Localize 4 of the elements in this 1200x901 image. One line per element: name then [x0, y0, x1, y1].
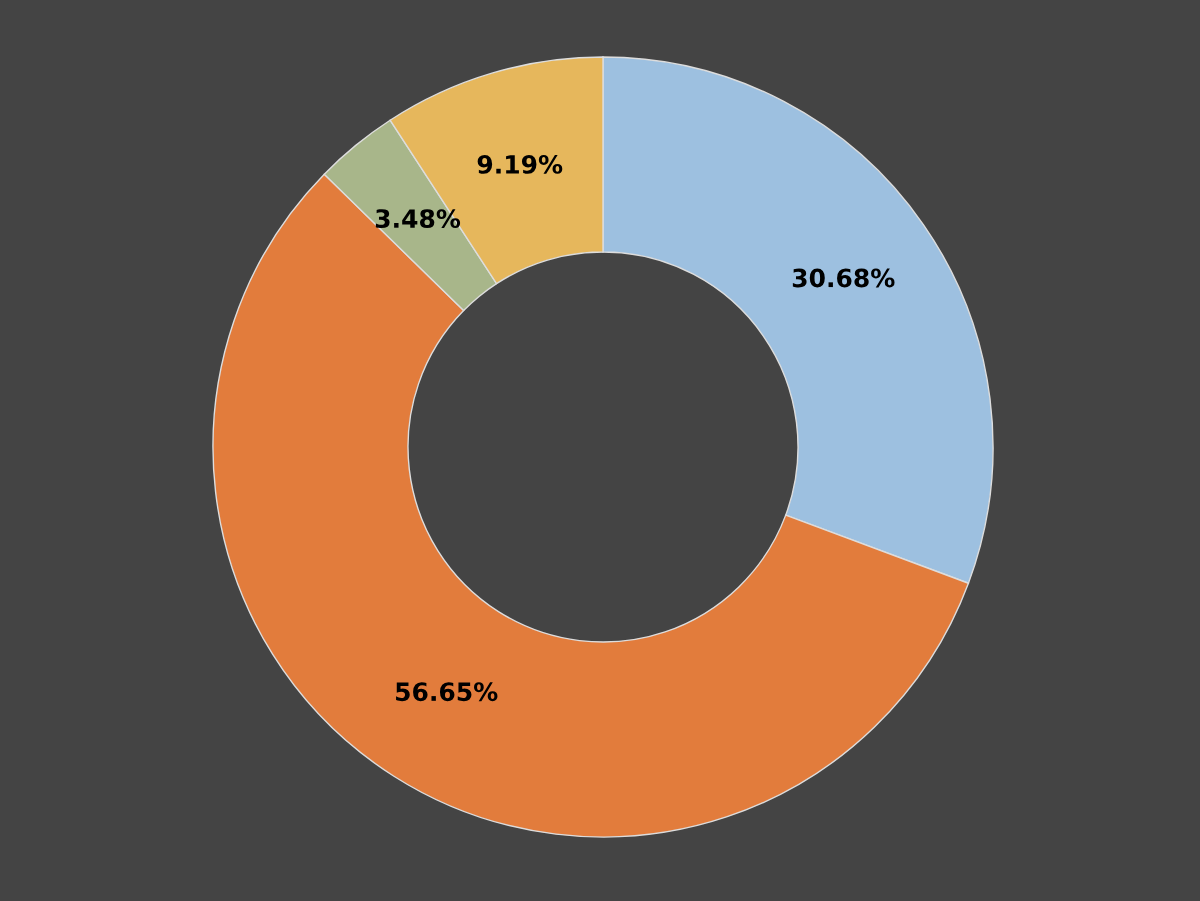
data-label: 56.65% — [396, 682, 498, 702]
data-label: 3.48% — [375, 209, 461, 229]
data-label: 30.68% — [792, 268, 895, 288]
data-label: 9.19% — [477, 154, 563, 174]
